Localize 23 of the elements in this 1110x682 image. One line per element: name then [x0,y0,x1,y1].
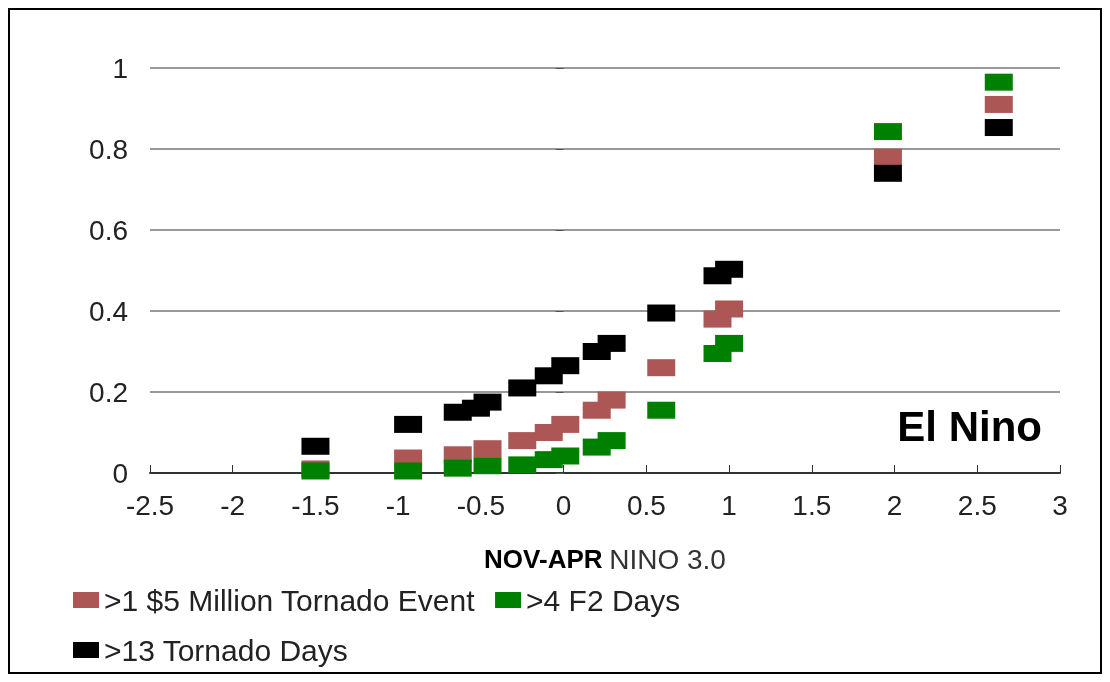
x-tick-label: 2.5 [957,489,997,521]
legend-label: >4 F2 Days [526,583,681,617]
x-tick-label: -0.5 [456,489,506,521]
x-tick-label: -1.5 [291,489,340,521]
x-tick-label: 1 [721,489,737,521]
x-tick-label: 0.5 [626,489,666,521]
legend-label: >13 Tornado Days [104,633,348,667]
x-tick-label: -1 [385,489,411,521]
x-tick-label: 3 [1052,489,1068,521]
annotation: El Nino [897,402,1043,450]
x-tick-label: 1.5 [792,489,832,521]
legend-label: >1 $5 Million Tornado Event [104,583,476,617]
x-tick-label: 0 [555,489,572,521]
x-tick-label: -2.5 [125,489,175,521]
y-tick-label: 0.6 [89,214,128,246]
x-axis-title: NOV-APR NINO 3.0 [484,543,726,575]
y-tick-label: 0.4 [89,295,128,327]
y-tick-label: 0.2 [89,376,128,408]
y-tick-label: 0 [112,457,128,489]
y-tick-label: 0.8 [89,133,128,165]
y-tick-label: 1 [112,52,128,84]
x-tick-label: 2 [886,489,903,521]
x-tick-label: -2 [220,489,246,521]
